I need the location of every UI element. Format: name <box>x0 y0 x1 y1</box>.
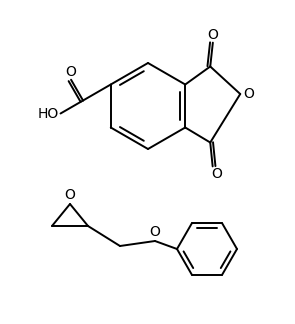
Text: O: O <box>207 28 218 42</box>
Text: O: O <box>150 225 160 239</box>
Text: O: O <box>65 65 76 79</box>
Text: O: O <box>243 87 254 101</box>
Text: O: O <box>211 168 222 181</box>
Text: O: O <box>65 188 76 202</box>
Text: HO: HO <box>38 107 59 121</box>
